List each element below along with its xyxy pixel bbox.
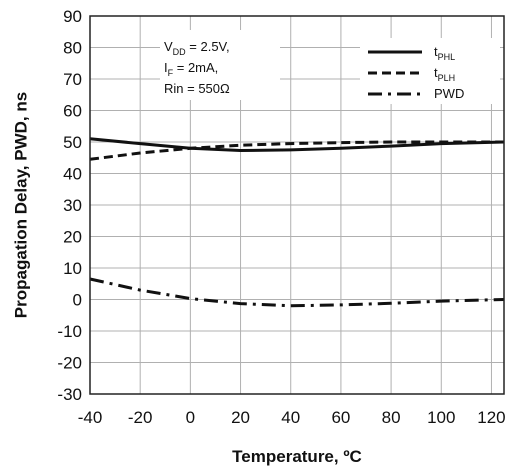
y-tick-label: 0 (73, 291, 82, 310)
condition-line: VDD = 2.5V, (164, 39, 230, 57)
test-conditions-annotation: VDD = 2.5V, IF = 2mA, Rin = 550Ω (160, 30, 280, 100)
condition-subscript: DD (173, 47, 186, 57)
conditions-backdrop (160, 30, 280, 100)
condition-symbol: V (164, 39, 173, 54)
series-lines (89, 137, 505, 308)
series-line-pwd (89, 277, 505, 308)
plot-frame (89, 15, 505, 395)
condition-value: = 2mA, (173, 60, 218, 75)
legend-label: tPLH (434, 65, 455, 83)
y-tick-label: 40 (63, 165, 82, 184)
condition-line: Rin = 550Ω (164, 81, 230, 96)
x-tick-label: 40 (281, 408, 300, 427)
y-tick-label: 10 (63, 259, 82, 278)
condition-value: = 2.5V, (186, 39, 230, 54)
y-tick-label: 70 (63, 70, 82, 89)
legend-label-main: t (434, 44, 438, 59)
x-axis-title: Temperature, ºC (232, 447, 362, 466)
x-tick-label: -20 (128, 408, 153, 427)
x-tick-label: 0 (186, 408, 195, 427)
condition-subscript: F (168, 68, 174, 78)
y-tick-label: 50 (63, 133, 82, 152)
legend-label-subscript: PLH (438, 73, 456, 83)
x-tick-label: 80 (382, 408, 401, 427)
legend-label-subscript: PHL (438, 52, 456, 62)
legend-backdrop (360, 38, 500, 104)
y-tick-label: 80 (63, 39, 82, 58)
x-tick-label: 120 (477, 408, 505, 427)
y-tick-label: -20 (57, 354, 82, 373)
condition-symbol: I (164, 60, 168, 75)
legend-label: tPHL (434, 44, 455, 62)
series-line-tplh (89, 140, 504, 161)
legend-label-main: t (434, 65, 438, 80)
y-tick-label: 20 (63, 228, 82, 247)
x-tick-label: 60 (331, 408, 350, 427)
legend-label: PWD (434, 86, 464, 101)
y-tick-label: 90 (63, 7, 82, 26)
y-tick-label: -30 (57, 385, 82, 404)
y-tick-label: 30 (63, 196, 82, 215)
x-tick-label: 20 (231, 408, 250, 427)
x-tick-label: 100 (427, 408, 455, 427)
condition-symbol: Rin = 550Ω (164, 81, 230, 96)
x-tick-label: -40 (78, 408, 103, 427)
y-tick-label: -10 (57, 322, 82, 341)
y-axis-title: Propagation Delay, PWD, ns (11, 92, 30, 318)
condition-line: IF = 2mA, (164, 60, 218, 78)
y-tick-label: 60 (63, 102, 82, 121)
legend-label-main: PWD (434, 86, 464, 101)
y-tick-labels: -30 -20 -10 0 10 20 30 40 50 60 70 80 90 (57, 7, 82, 404)
series-line-tphl (89, 137, 505, 152)
x-tick-labels: -40 -20 0 20 40 60 80 100 120 (78, 408, 506, 427)
